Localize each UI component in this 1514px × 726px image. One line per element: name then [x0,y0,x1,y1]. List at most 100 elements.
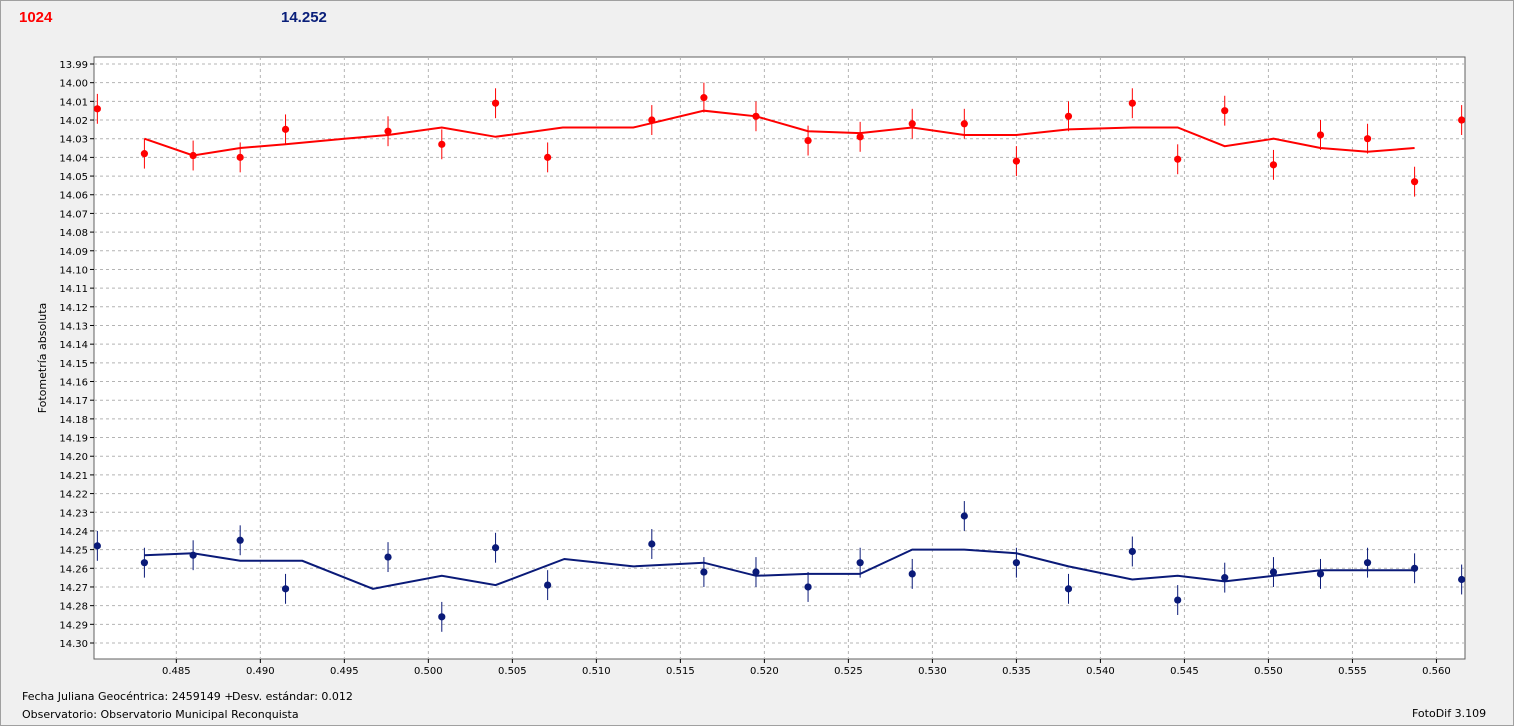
data-point [438,140,446,148]
y-tick-label: 14.17 [59,396,88,407]
y-tick-label: 14.02 [59,116,88,127]
y-tick-label: 14.23 [59,508,88,519]
y-tick-label: 14.12 [59,303,88,314]
x-tick-label: 0.485 [162,666,191,677]
data-point [491,544,500,552]
y-tick-label: 14.18 [59,415,88,426]
data-point [1410,564,1419,572]
x-tick-label: 0.505 [498,666,527,677]
data-point [1221,574,1229,582]
y-tick-label: 14.21 [59,471,88,482]
x-tick-label: 0.550 [1254,666,1283,677]
data-point [544,581,552,589]
data-point [752,112,760,120]
x-tick-label: 0.540 [1086,666,1115,677]
data-point [438,613,446,621]
data-point [1128,99,1136,107]
data-point [960,120,968,128]
data-point [1363,559,1372,567]
data-point [648,540,656,548]
y-tick-label: 14.05 [59,172,88,183]
data-point [960,512,968,520]
data-point [384,127,392,135]
data-point [281,585,290,593]
y-tick-label: 14.29 [59,620,88,631]
y-tick-label: 14.04 [59,153,88,164]
y-tick-label: 14.08 [59,228,88,239]
data-point [236,536,244,544]
y-tick-label: 14.15 [59,359,88,370]
data-point [1174,596,1182,604]
y-tick-label: 14.19 [59,434,88,445]
data-point [93,542,101,550]
x-tick-label: 0.555 [1338,666,1367,677]
x-tick-label: 0.520 [750,666,779,677]
data-point [700,568,708,576]
y-tick-label: 14.01 [59,97,88,108]
data-point [1012,157,1021,165]
y-tick-label: 14.28 [59,602,88,613]
y-axis-label: Fotometría absoluta [36,303,49,414]
x-tick-label: 0.545 [1170,666,1199,677]
red-series-reference-value: 1024 [19,9,53,26]
y-tick-label: 14.22 [59,490,88,501]
y-tick-label: 14.27 [59,583,88,594]
x-axis-ticks: 0.485 0.490 0.495 0.500 0.505 0.510 0.515 0.520… [162,659,1451,677]
grid-lines [94,57,1465,659]
y-tick-label: 14.13 [59,321,88,332]
data-point [236,153,244,161]
series-fit-line [144,548,1415,590]
y-tick-label: 14.07 [59,209,88,220]
data-point [1064,585,1073,593]
data-point [1064,112,1073,120]
x-tick-label: 0.510 [582,666,611,677]
standard-deviation-label: Desv. estándar: 0.012 [232,690,353,703]
y-tick-label: 14.03 [59,135,88,146]
series-1 [93,501,1466,632]
data-point [752,568,760,576]
data-point [189,551,197,559]
data-point [804,136,812,145]
y-tick-label: 14.26 [59,564,88,575]
data-point [908,120,916,128]
x-tick-label: 0.530 [918,666,947,677]
data-point [1458,116,1466,124]
data-point [544,153,552,161]
series-layer [93,82,1466,632]
data-point [1410,178,1419,186]
data-point [648,116,656,124]
data-point [1174,155,1182,163]
data-point [1363,135,1372,143]
data-point [140,150,149,158]
y-tick-label: 14.20 [59,452,88,463]
y-tick-label: 14.10 [59,265,88,276]
y-axis-ticks: 13.99 14.00 14.01 14.02 14.03 14.04 14.05 14.06… [59,60,94,650]
data-point [1269,568,1278,576]
data-point [491,99,500,107]
data-point [1128,547,1136,556]
data-point [189,151,197,160]
data-point [1269,161,1278,169]
data-point [1316,570,1325,578]
data-point [140,559,149,567]
series-0 [93,82,1466,197]
y-tick-label: 14.11 [59,284,88,295]
data-point [281,125,290,133]
julian-date-label: Fecha Juliana Geocéntrica: 2459149 + [22,690,234,703]
data-point [1316,131,1325,139]
data-point [1458,575,1466,584]
data-point [856,559,864,567]
y-tick-label: 14.30 [59,639,88,650]
software-version-label: FotoDif 3.109 [1412,707,1487,720]
y-tick-label: 14.09 [59,247,88,258]
x-tick-label: 0.490 [246,666,275,677]
x-tick-label: 0.560 [1422,666,1451,677]
x-tick-label: 0.500 [414,666,443,677]
x-tick-label: 0.525 [834,666,863,677]
observer-label: Observatorio: Observatorio Municipal Rec… [22,708,299,721]
data-point [1221,107,1229,115]
x-tick-label: 0.535 [1002,666,1031,677]
blue-series-reference-value: 14.252 [281,9,327,26]
y-tick-label: 14.06 [59,191,88,202]
